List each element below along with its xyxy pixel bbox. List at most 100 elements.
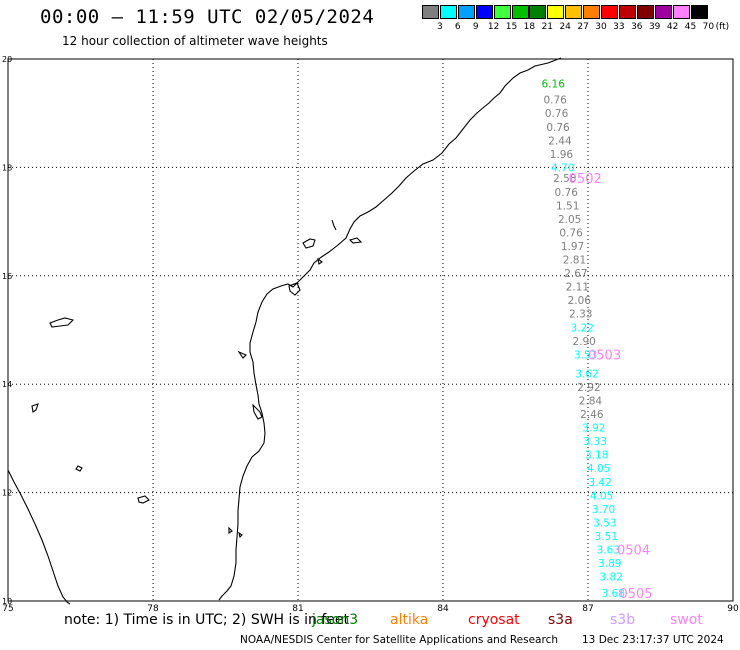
swh-value-label: 3.89 bbox=[598, 558, 621, 570]
lon-tick-label: 75 bbox=[2, 604, 13, 614]
swh-value-label: 2.11 bbox=[566, 282, 589, 294]
swh-value-label: 1.51 bbox=[556, 200, 579, 212]
swh-value-label: 3.53 bbox=[574, 349, 597, 361]
island-5 bbox=[49, 317, 75, 328]
lat-tick-label: 16 bbox=[2, 272, 12, 281]
map-frame bbox=[7, 58, 734, 602]
legend-swatch bbox=[583, 5, 601, 19]
swh-value-label: 4.05 bbox=[587, 463, 610, 475]
map-title: 00:00 – 11:59 UTC 02/05/2024 bbox=[40, 6, 375, 28]
lat-tick-label: 14 bbox=[2, 380, 12, 389]
swh-value-label: 3.53 bbox=[593, 517, 616, 529]
lat-tick-label: 12 bbox=[2, 489, 12, 498]
legend-label: 30 bbox=[595, 22, 607, 32]
lat-tick-label: 20 bbox=[2, 55, 12, 64]
swh-value-label: 3.63 bbox=[597, 545, 620, 557]
legend-label: 3 bbox=[437, 22, 443, 32]
island-12 bbox=[238, 531, 243, 539]
legend-swatch bbox=[618, 5, 636, 19]
swh-value-label: 2.06 bbox=[568, 295, 592, 307]
track-date-label: 0505 bbox=[619, 587, 652, 602]
legend-swatch bbox=[547, 5, 565, 19]
legend-swatch bbox=[511, 5, 529, 19]
legend-swatch bbox=[601, 5, 618, 19]
satellite-name: cryosat bbox=[468, 612, 520, 628]
swh-value-label: 2.90 bbox=[572, 336, 595, 348]
satellite-name: swot bbox=[670, 612, 703, 628]
island-10 bbox=[137, 495, 150, 504]
lon-tick-label: 84 bbox=[437, 604, 449, 614]
swh-value-label: 3.68 bbox=[601, 588, 624, 600]
legend-label: 45 bbox=[684, 22, 697, 32]
legend-swatch bbox=[529, 5, 547, 19]
lon-tick-label: 90 bbox=[727, 604, 739, 614]
island-1 bbox=[331, 219, 337, 231]
lon-tick-label: 87 bbox=[582, 604, 593, 614]
legend-swatch bbox=[475, 5, 493, 19]
legend-swatch bbox=[493, 5, 511, 19]
island-8 bbox=[252, 403, 263, 420]
coastline-godavari-delta bbox=[288, 282, 301, 296]
satellite-name: altika bbox=[390, 612, 429, 628]
satellite-name: jason3 bbox=[312, 612, 359, 628]
swh-value-label: 1.97 bbox=[561, 241, 584, 253]
footer-timestamp: 13 Dec 23:17:37 UTC 2024 bbox=[582, 634, 724, 646]
swh-value-label: 3.42 bbox=[588, 477, 611, 489]
legend-label: 21 bbox=[541, 22, 554, 32]
swh-value-label: 0.76 bbox=[545, 108, 569, 120]
legend-swatch bbox=[690, 5, 708, 19]
legend-swatch bbox=[439, 5, 457, 19]
legend-label: 42 bbox=[666, 22, 679, 32]
legend-swatch bbox=[565, 5, 583, 19]
legend-label: 9 bbox=[472, 22, 479, 32]
legend-label: 36 bbox=[631, 22, 643, 32]
swh-value-label: 2.84 bbox=[579, 395, 603, 407]
legend-unit: (ft) bbox=[715, 22, 730, 32]
lon-tick-label: 81 bbox=[292, 604, 303, 614]
swh-value-label: 3.92 bbox=[582, 423, 605, 435]
satellite-name: s3b bbox=[610, 612, 636, 628]
coastline-india-east bbox=[218, 57, 562, 601]
swh-value-label: 0.76 bbox=[543, 95, 567, 107]
swh-value-label: 3.51 bbox=[595, 531, 618, 543]
swh-value-label: 2.81 bbox=[563, 255, 586, 267]
legend-label: 12 bbox=[487, 22, 500, 32]
swh-value-label: 2.46 bbox=[580, 409, 604, 421]
lat-lon-grid: 75 78 81 84 87 90 20 18 16 14 12 10 bbox=[2, 55, 739, 614]
swh-value-label: 2.58 bbox=[553, 173, 576, 185]
swh-value-label: 2.92 bbox=[577, 382, 600, 394]
legend-swatch bbox=[422, 5, 439, 19]
swh-value-label: 1.96 bbox=[550, 149, 574, 161]
swh-value-label: 2.05 bbox=[558, 214, 581, 226]
swh-value-label: 3.33 bbox=[584, 436, 607, 448]
island-7 bbox=[31, 403, 39, 413]
legend-label: 18 bbox=[523, 22, 536, 32]
lon-tick-label: 78 bbox=[147, 604, 159, 614]
swh-value-label: 3.22 bbox=[571, 322, 594, 334]
legend-label: 39 bbox=[648, 22, 661, 32]
coastline-southwest bbox=[7, 469, 71, 605]
island-4 bbox=[317, 257, 323, 265]
island-3 bbox=[348, 237, 363, 244]
swh-value-label: 2.33 bbox=[569, 309, 592, 321]
swh-value-label: 2.44 bbox=[548, 135, 572, 147]
swh-value-label: 0.76 bbox=[546, 122, 570, 134]
map-subtitle: 12 hour collection of altimeter wave hei… bbox=[62, 34, 328, 48]
satellite-name: s3a bbox=[548, 612, 573, 628]
swh-value-label: 4.05 bbox=[590, 490, 613, 502]
legend-label: 33 bbox=[613, 22, 625, 32]
swh-value-label: 0.76 bbox=[559, 227, 583, 239]
swh-value-label: 3.82 bbox=[600, 572, 623, 584]
swh-value-label: 3.70 bbox=[592, 504, 615, 516]
swh-value-label: 3.62 bbox=[575, 368, 598, 380]
swh-value-label: 4.70 bbox=[551, 162, 574, 174]
track-date-label: 0502 bbox=[569, 172, 602, 187]
swh-value-label: 3.18 bbox=[585, 450, 608, 462]
coastline bbox=[7, 57, 562, 605]
footer-credit: NOAA/NESDIS Center for Satellite Applica… bbox=[240, 634, 558, 646]
track-labels: 0502 0503 0504 0505 bbox=[569, 172, 653, 602]
lat-tick-label: 10 bbox=[2, 597, 12, 606]
legend-swatch bbox=[672, 5, 690, 19]
legend-label: 24 bbox=[559, 22, 571, 32]
